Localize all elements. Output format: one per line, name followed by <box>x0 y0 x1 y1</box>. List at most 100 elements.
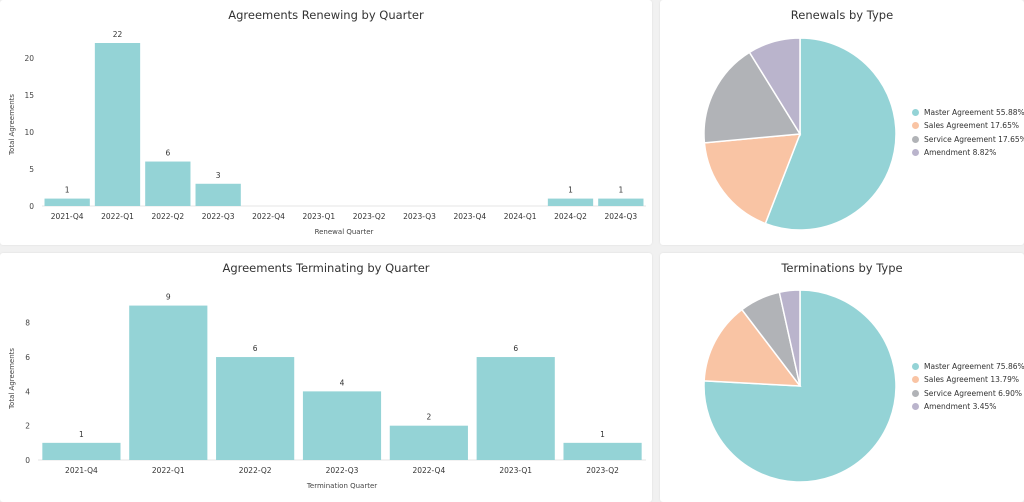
y-axis-title: Total Agreements <box>8 348 16 410</box>
legend-label: Amendment 8.82% <box>924 148 997 158</box>
legend-item: Master Agreement 75.86% <box>912 362 1024 371</box>
x-tick-label: 2023-Q4 <box>453 212 486 221</box>
x-tick-label: 2024-Q3 <box>604 212 637 221</box>
legend-swatch <box>912 109 919 116</box>
bar <box>389 425 468 460</box>
bar-data-label: 1 <box>600 430 605 439</box>
x-tick-label: 2022-Q1 <box>152 466 185 475</box>
y-tick-label: 8 <box>25 319 30 328</box>
x-tick-label: 2022-Q4 <box>252 212 285 221</box>
x-tick-label: 2024-Q1 <box>504 212 537 221</box>
legend-swatch <box>912 135 919 143</box>
bar <box>302 391 382 460</box>
legend-item: Service Agreement 6.90% <box>912 389 1024 398</box>
x-tick-label: 2022-Q2 <box>239 466 272 475</box>
bar <box>94 43 141 206</box>
renewals-by-type-card: Renewals by Type Master Agreement 55.88%… <box>660 0 1024 245</box>
pie-slice <box>764 37 897 231</box>
bar-data-label: 4 <box>340 378 345 387</box>
y-axis-title: Total Agreements <box>8 94 16 156</box>
bar-data-label: 3 <box>216 171 221 180</box>
x-tick-label: 2022-Q3 <box>326 466 359 475</box>
y-tick-label: 15 <box>24 91 34 100</box>
terminations-pie-chart <box>703 289 897 483</box>
terminations-by-type-card: Terminations by Type Master Agreement 75… <box>660 253 1024 502</box>
bar-data-label: 1 <box>568 186 573 195</box>
bar-data-label: 1 <box>65 186 70 195</box>
legend-swatch <box>912 376 919 384</box>
bar-data-label: 6 <box>253 344 258 353</box>
pie-slice <box>748 37 801 137</box>
legend-item: Sales Agreement 17.65% <box>912 121 1024 130</box>
bar-data-label: 22 <box>113 30 123 39</box>
x-axis-title: Renewal Quarter <box>315 228 374 236</box>
bar <box>216 357 295 460</box>
pie-slice <box>703 51 802 144</box>
renewals-pie-chart <box>703 37 897 231</box>
y-tick-label: 0 <box>29 202 34 211</box>
bar <box>145 161 191 206</box>
legend-swatch <box>912 403 919 411</box>
y-tick-label: 0 <box>25 456 30 465</box>
legend-label: Amendment 3.45% <box>924 402 997 412</box>
chart-title: Agreements Renewing by Quarter <box>228 8 424 22</box>
bar <box>547 198 594 206</box>
x-tick-label: 2022-Q1 <box>101 212 134 221</box>
bar <box>42 442 121 460</box>
legend-swatch <box>912 363 919 370</box>
legend-label: Master Agreement 75.86% <box>924 362 1024 371</box>
legend-item: Amendment 8.82% <box>912 148 1024 157</box>
legend-item: Master Agreement 55.88% <box>912 108 1024 117</box>
legend-label: Service Agreement 6.90% <box>924 388 1022 398</box>
x-tick-label: 2022-Q2 <box>151 212 184 221</box>
y-tick-label: 20 <box>24 54 34 63</box>
x-tick-label: 2023-Q2 <box>586 466 619 475</box>
x-tick-label: 2021-Q4 <box>51 212 84 221</box>
x-tick-label: 2024-Q2 <box>554 212 587 221</box>
renewals-legend: Master Agreement 55.88% Sales Agreement 1… <box>912 108 1024 162</box>
x-tick-label: 2021-Q4 <box>65 466 98 475</box>
x-tick-label: 2023-Q2 <box>353 212 386 221</box>
legend-label: Sales Agreement 17.65% <box>924 121 1019 131</box>
legend-item: Amendment 3.45% <box>912 402 1024 411</box>
bar-data-label: 2 <box>426 413 431 422</box>
y-tick-label: 2 <box>25 422 30 431</box>
bar <box>563 442 642 460</box>
legend-label: Service Agreement 17.65% <box>924 134 1024 144</box>
bar <box>476 357 555 460</box>
x-tick-label: 2023-Q1 <box>302 212 335 221</box>
bar-data-label: 1 <box>618 186 623 195</box>
legend-item: Service Agreement 17.65% <box>912 135 1024 144</box>
chart-title: Renewals by Type <box>790 8 894 22</box>
y-tick-label: 4 <box>25 387 30 396</box>
renewing-bar-chart: 0 5 10 15 20 1 2021-Q4 22 2022-Q1 6 2022-Q2 3 2022-Q… <box>8 30 646 236</box>
legend-swatch <box>912 389 919 397</box>
bar-data-label: 9 <box>166 293 171 302</box>
legend-label: Master Agreement 55.88% <box>924 108 1024 117</box>
bar <box>598 198 644 206</box>
x-tick-label: 2022-Q4 <box>412 466 445 475</box>
pie-slice <box>703 308 802 387</box>
x-tick-label: 2023-Q1 <box>499 466 532 475</box>
chart-title: Terminations by Type <box>781 261 903 275</box>
bar-data-label: 6 <box>165 149 170 158</box>
y-tick-label: 5 <box>29 165 34 174</box>
legend-item: Sales Agreement 13.79% <box>912 375 1024 384</box>
x-axis-title: Termination Quarter <box>306 482 377 490</box>
y-tick-label: 10 <box>24 128 34 137</box>
bar <box>129 305 208 460</box>
renewing-by-quarter-card: Agreements Renewing by Quarter 0 5 10 15 20 1… <box>0 0 652 245</box>
x-tick-label: 2022-Q3 <box>202 212 235 221</box>
legend-swatch <box>912 149 919 157</box>
legend-swatch <box>912 122 919 130</box>
chart-title: Agreements Terminating by Quarter <box>222 261 430 275</box>
terminating-bar-chart: 0 2 4 6 8 1 2021-Q4 9 2022-Q1 6 2022-Q2 4 2022-Q3 2 20… <box>8 293 646 490</box>
bar-data-label: 6 <box>513 344 518 353</box>
terminating-by-quarter-card: Agreements Terminating by Quarter 0 2 4 6 8 1… <box>0 253 652 502</box>
legend-label: Sales Agreement 13.79% <box>924 375 1019 385</box>
bar-data-label: 1 <box>79 430 84 439</box>
pie-slice <box>778 289 801 387</box>
pie-slice <box>703 133 802 225</box>
terminations-legend: Master Agreement 75.86% Sales Agreement 1… <box>912 362 1024 416</box>
y-tick-label: 6 <box>25 353 30 362</box>
